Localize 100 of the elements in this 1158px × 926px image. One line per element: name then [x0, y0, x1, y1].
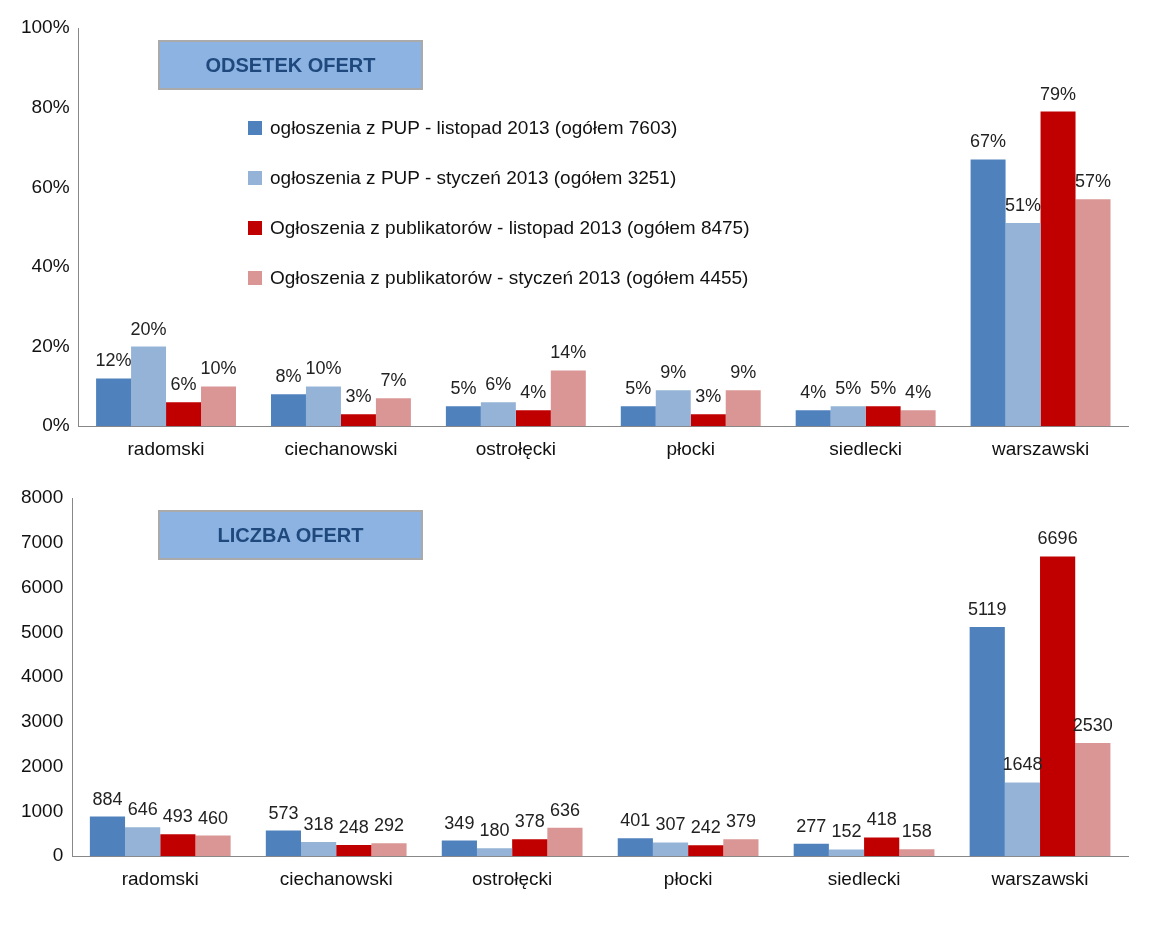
x-tick-label: ciechanowski — [279, 867, 393, 889]
data-label: 349 — [444, 812, 475, 833]
bar — [1075, 199, 1111, 427]
data-label: 378 — [514, 811, 545, 832]
data-label: 6% — [485, 374, 512, 395]
y-tick-label: 20% — [31, 334, 70, 356]
y-tick-label: 40% — [31, 255, 70, 277]
x-tick-label: warszawski — [990, 437, 1090, 459]
x-tick-label: płocki — [666, 437, 716, 459]
bar — [476, 848, 513, 857]
data-label: 4% — [905, 382, 932, 403]
data-label: 51% — [1005, 195, 1042, 216]
bar — [201, 386, 237, 427]
bar — [336, 845, 372, 857]
bar — [96, 378, 132, 427]
data-label: 3% — [345, 386, 372, 407]
data-label: 8% — [275, 366, 302, 387]
data-label: 573 — [268, 802, 299, 823]
data-label: 9% — [730, 362, 757, 383]
data-label: 636 — [549, 799, 580, 820]
bar — [970, 159, 1006, 427]
y-tick-label: 60% — [31, 175, 70, 197]
y-tick-label: 5000 — [20, 620, 64, 642]
data-label: 460 — [198, 807, 229, 828]
data-label: 5% — [870, 378, 897, 399]
data-label: 6696 — [1037, 528, 1078, 549]
y-tick-label: 8000 — [20, 486, 64, 508]
data-label: 493 — [162, 806, 193, 827]
data-label: 67% — [970, 131, 1007, 152]
bar — [125, 827, 161, 857]
title-box: LICZBA OFERT — [158, 510, 423, 560]
legend-label: ogłoszenia z PUP - listopad 2013 (ogółem 7603) — [270, 117, 678, 139]
data-label: 401 — [620, 810, 651, 831]
y-tick-label: 2000 — [20, 754, 64, 776]
bar — [795, 410, 831, 427]
y-tick-label: 3000 — [20, 710, 64, 732]
bar — [793, 843, 829, 857]
data-label: 5% — [835, 378, 862, 399]
bar — [445, 406, 481, 427]
data-label: 20% — [130, 318, 167, 339]
data-label: 79% — [1040, 83, 1077, 104]
data-label: 318 — [303, 813, 334, 834]
data-label: 242 — [690, 817, 721, 838]
x-tick-label: warszawski — [990, 867, 1089, 889]
bar — [899, 849, 935, 857]
y-tick-label: 7000 — [20, 531, 64, 553]
bar — [305, 386, 341, 427]
bar — [690, 414, 726, 427]
legend-label: Ogłoszenia z publikatorów - styczeń 2013 (ogółem 4455) — [270, 267, 749, 289]
data-label: 5% — [450, 378, 477, 399]
data-label: 418 — [866, 809, 897, 830]
bar — [1075, 742, 1111, 857]
bar — [371, 843, 407, 857]
bar — [512, 839, 548, 857]
data-label: 277 — [796, 815, 827, 836]
data-label: 14% — [550, 342, 587, 363]
bar — [550, 370, 586, 427]
bar — [969, 627, 1005, 857]
data-label: 646 — [127, 799, 158, 820]
data-label: 3% — [695, 386, 722, 407]
data-label: 4% — [800, 382, 827, 403]
data-label: 12% — [95, 350, 132, 371]
data-label: 5% — [625, 378, 652, 399]
bar — [830, 406, 866, 427]
legend-label: Ogłoszenia z publikatorów - listopad 2013 (ogółem 8475) — [270, 217, 750, 239]
data-label: 307 — [655, 814, 686, 835]
data-label: 292 — [373, 815, 405, 836]
data-label: 4% — [520, 382, 547, 403]
bar — [617, 838, 653, 857]
bar — [828, 849, 865, 857]
y-tick-label: 1000 — [20, 799, 64, 821]
bar — [89, 816, 126, 857]
bar — [441, 840, 477, 857]
bar — [340, 414, 376, 427]
legend-label: ogłoszenia z PUP - styczeń 2013 (ogółem 3251) — [270, 167, 677, 189]
data-label: 158 — [901, 821, 932, 842]
data-label: 884 — [92, 788, 123, 809]
bar — [160, 834, 196, 857]
bar — [865, 406, 901, 427]
bar — [688, 845, 724, 857]
x-tick-label: ostrołęcki — [475, 437, 556, 459]
data-label: 180 — [479, 820, 510, 841]
bar — [1005, 223, 1041, 427]
x-tick-label: radomski — [121, 867, 199, 889]
x-tick-label: radomski — [127, 437, 205, 459]
bar — [652, 842, 689, 857]
y-tick-label: 0% — [42, 414, 70, 436]
x-tick-label: ciechanowski — [284, 437, 398, 459]
bar — [655, 390, 691, 427]
data-label: 5119 — [967, 598, 1007, 619]
bar — [301, 841, 337, 857]
y-tick-label: 100% — [20, 16, 70, 38]
data-label: 6% — [170, 374, 197, 395]
bar — [270, 394, 306, 427]
y-tick-label: 4000 — [20, 665, 64, 687]
bar — [723, 839, 759, 857]
bar — [725, 390, 761, 427]
bar — [1004, 782, 1041, 857]
bar — [480, 402, 516, 427]
title-box: ODSETEK OFERT — [158, 40, 423, 90]
